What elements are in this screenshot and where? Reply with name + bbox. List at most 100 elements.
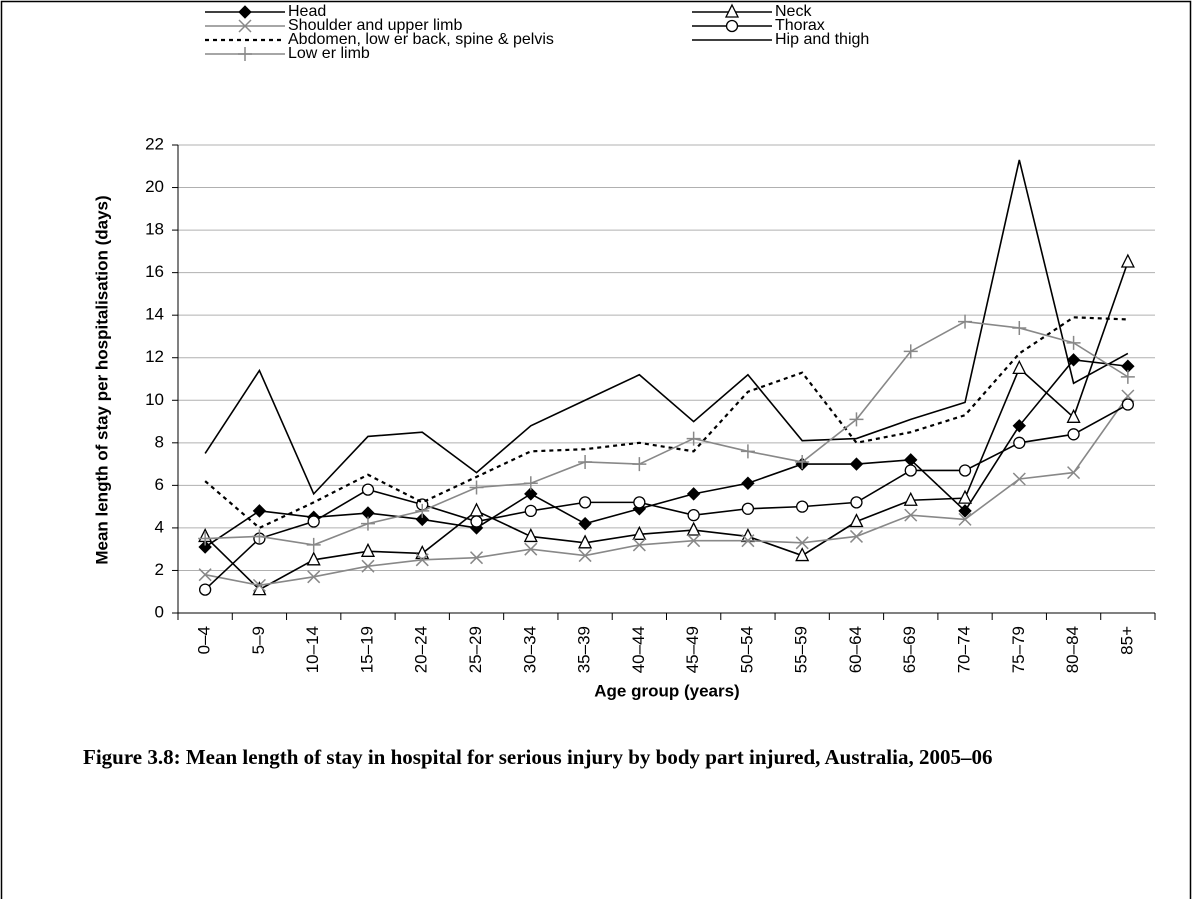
marker bbox=[578, 534, 593, 549]
marker bbox=[469, 480, 484, 495]
legend-label: Neck bbox=[775, 3, 812, 20]
marker bbox=[849, 412, 864, 427]
x-tick-label: 65–69 bbox=[900, 626, 919, 673]
x-tick-label: 10–14 bbox=[303, 626, 322, 673]
marker bbox=[849, 529, 864, 543]
y-axis-title: Mean length of stay per hospitalisation … bbox=[92, 195, 111, 564]
marker bbox=[238, 47, 252, 61]
x-axis-title: Age group (years) bbox=[594, 681, 739, 700]
marker bbox=[1012, 359, 1027, 375]
y-tick-label: 12 bbox=[145, 347, 164, 366]
marker bbox=[686, 521, 701, 536]
marker bbox=[306, 551, 321, 566]
marker bbox=[904, 464, 917, 477]
marker bbox=[1121, 398, 1135, 411]
x-tick-label: 75–79 bbox=[1009, 626, 1028, 673]
marker bbox=[1066, 408, 1081, 423]
x-tick-label: 45–49 bbox=[683, 626, 702, 673]
y-tick-label: 4 bbox=[155, 517, 164, 536]
marker bbox=[687, 508, 700, 522]
marker bbox=[523, 476, 538, 491]
marker bbox=[632, 525, 647, 540]
marker bbox=[849, 513, 864, 528]
marker bbox=[741, 476, 755, 490]
marker bbox=[307, 515, 320, 528]
x-tick-label: 80–84 bbox=[1063, 626, 1082, 673]
marker bbox=[633, 496, 646, 509]
marker bbox=[850, 496, 863, 509]
marker bbox=[238, 19, 252, 33]
x-tick-label: 55–59 bbox=[792, 626, 811, 673]
y-tick-label: 0 bbox=[155, 602, 164, 621]
marker bbox=[578, 496, 592, 509]
marker bbox=[904, 508, 918, 522]
marker bbox=[903, 344, 918, 359]
marker bbox=[1013, 436, 1026, 449]
x-tick-label: 15–19 bbox=[357, 626, 376, 673]
series: Neck bbox=[198, 3, 1135, 596]
marker bbox=[361, 559, 375, 573]
legend-label: Shoulder and upper limb bbox=[288, 17, 462, 34]
x-tick-label: 5–9 bbox=[249, 626, 268, 654]
marker bbox=[415, 512, 429, 527]
marker bbox=[415, 544, 430, 560]
marker bbox=[686, 431, 701, 446]
series-line bbox=[205, 320, 1129, 546]
marker bbox=[415, 503, 430, 518]
legend-label: Head bbox=[288, 3, 326, 20]
y-tick-label: 20 bbox=[145, 177, 164, 196]
marker bbox=[578, 549, 592, 563]
x-tick-label: 70–74 bbox=[955, 626, 974, 673]
series: Shoulder and upper limb bbox=[198, 17, 1135, 592]
y-tick-label: 22 bbox=[145, 134, 164, 153]
marker bbox=[307, 570, 321, 584]
marker bbox=[361, 483, 375, 496]
marker bbox=[795, 536, 809, 550]
marker bbox=[1012, 472, 1026, 486]
x-tick-label: 0–4 bbox=[195, 626, 214, 654]
marker bbox=[958, 512, 972, 526]
series: Low er limb bbox=[198, 45, 1135, 552]
marker bbox=[470, 515, 483, 528]
marker bbox=[740, 444, 755, 459]
marker bbox=[632, 457, 647, 472]
marker bbox=[1012, 419, 1027, 433]
marker bbox=[360, 542, 376, 557]
x-tick-label: 20–24 bbox=[412, 626, 431, 673]
series-line bbox=[204, 159, 1129, 496]
marker bbox=[578, 516, 592, 531]
series-line bbox=[204, 403, 1129, 591]
marker bbox=[958, 464, 972, 477]
marker bbox=[741, 502, 755, 515]
marker bbox=[198, 583, 212, 596]
legend-label: Low er limb bbox=[288, 45, 370, 62]
marker bbox=[795, 454, 810, 469]
marker bbox=[1012, 320, 1027, 335]
marker bbox=[524, 487, 538, 501]
y-tick-label: 6 bbox=[155, 475, 164, 494]
marker bbox=[360, 516, 375, 531]
marker bbox=[198, 568, 212, 582]
marker bbox=[725, 19, 739, 33]
y-tick-label: 2 bbox=[155, 560, 164, 579]
marker bbox=[578, 454, 593, 469]
y-tick-label: 16 bbox=[145, 262, 164, 281]
marker bbox=[957, 489, 973, 504]
marker bbox=[724, 3, 740, 18]
x-tick-label: 85+ bbox=[1117, 626, 1136, 655]
y-tick-label: 8 bbox=[155, 432, 164, 451]
marker bbox=[1066, 335, 1081, 350]
x-tick-label: 30–34 bbox=[520, 626, 539, 673]
series-line bbox=[204, 261, 1129, 591]
marker bbox=[252, 529, 267, 544]
marker bbox=[796, 500, 809, 513]
x-tick-label: 60–64 bbox=[846, 626, 865, 673]
legend-label: Thorax bbox=[775, 17, 825, 34]
marker bbox=[795, 547, 810, 562]
y-tick-label: 10 bbox=[145, 390, 164, 409]
y-tick-label: 18 bbox=[145, 220, 164, 239]
marker bbox=[524, 504, 537, 518]
